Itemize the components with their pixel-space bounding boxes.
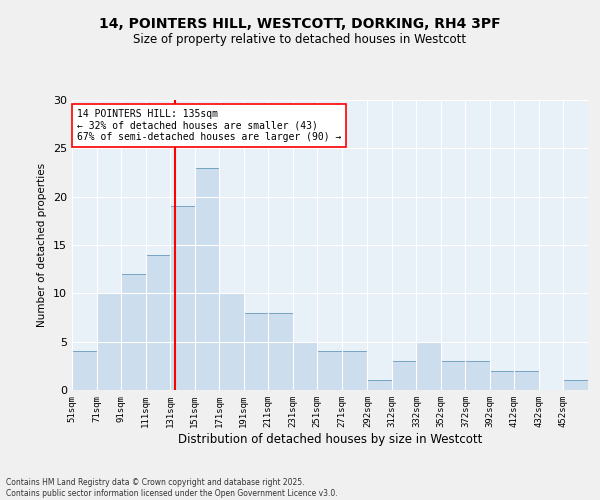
Bar [317, 352, 341, 390]
Text: 14, POINTERS HILL, WESTCOTT, DORKING, RH4 3PF: 14, POINTERS HILL, WESTCOTT, DORKING, RH… [99, 18, 501, 32]
Bar [146, 254, 170, 390]
Text: 14 POINTERS HILL: 135sqm
← 32% of detached houses are smaller (43)
67% of semi-d: 14 POINTERS HILL: 135sqm ← 32% of detach… [77, 108, 341, 142]
Bar [170, 206, 194, 390]
Bar [416, 342, 441, 390]
Bar [490, 370, 514, 390]
Bar [219, 294, 244, 390]
Text: Contains HM Land Registry data © Crown copyright and database right 2025.
Contai: Contains HM Land Registry data © Crown c… [6, 478, 338, 498]
Bar [194, 168, 219, 390]
Bar [268, 312, 293, 390]
Bar [563, 380, 588, 390]
Bar [293, 342, 317, 390]
Bar [392, 361, 416, 390]
Bar [244, 312, 268, 390]
Bar [341, 352, 367, 390]
Bar [121, 274, 146, 390]
Y-axis label: Number of detached properties: Number of detached properties [37, 163, 47, 327]
Bar [97, 294, 121, 390]
Bar [72, 352, 97, 390]
Bar [441, 361, 466, 390]
Bar [514, 370, 539, 390]
Bar [367, 380, 392, 390]
Bar [466, 361, 490, 390]
Text: Size of property relative to detached houses in Westcott: Size of property relative to detached ho… [133, 32, 467, 46]
X-axis label: Distribution of detached houses by size in Westcott: Distribution of detached houses by size … [178, 432, 482, 446]
